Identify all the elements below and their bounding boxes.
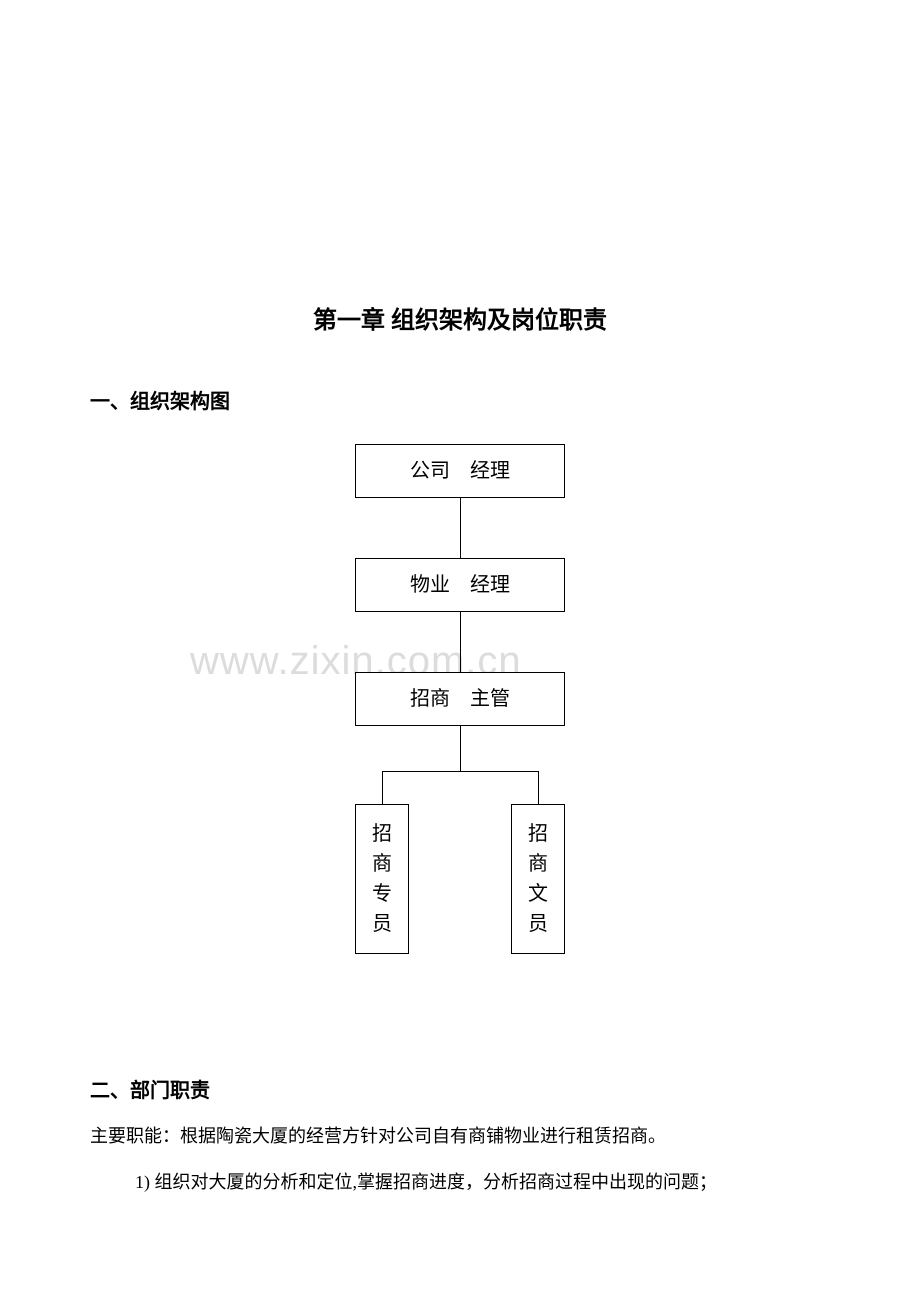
org-connector-split-h <box>382 771 538 772</box>
org-node-level4-right: 招 商 文 员 <box>511 804 565 954</box>
org-node-level4-left: 招 商 专 员 <box>355 804 409 954</box>
org-node-level2: 物业 经理 <box>355 558 565 612</box>
org-connector-1-2 <box>460 498 461 558</box>
org-node-level2-label: 物业 经理 <box>410 569 510 601</box>
org-node-level1: 公司 经理 <box>355 444 565 498</box>
section-2-title: 二、部门职责 <box>90 1074 830 1103</box>
org-node-level4-left-label: 招 商 专 员 <box>372 819 392 939</box>
org-chart: www.zixin.com.cn 公司 经理 物业 经理 招商 主管 招 商 专… <box>260 444 660 984</box>
org-connector-3-split <box>460 726 461 771</box>
main-function-text: 主要职能：根据陶瓷大厦的经营方针对公司自有商铺物业进行租赁招商。 <box>90 1118 830 1154</box>
org-connector-2-3 <box>460 612 461 672</box>
org-connector-split-right <box>538 771 539 804</box>
org-node-level3: 招商 主管 <box>355 672 565 726</box>
chapter-title: 第一章 组织架构及岗位职责 <box>90 300 830 335</box>
section-1-title: 一、组织架构图 <box>90 385 830 414</box>
list-item-1: 1) 组织对大厦的分析和定位,掌握招商进度，分析招商过程中出现的问题； <box>90 1164 830 1200</box>
org-node-level3-label: 招商 主管 <box>410 683 510 715</box>
org-node-level1-label: 公司 经理 <box>410 455 510 487</box>
org-connector-split-left <box>382 771 383 804</box>
org-node-level4-right-label: 招 商 文 员 <box>528 819 548 939</box>
